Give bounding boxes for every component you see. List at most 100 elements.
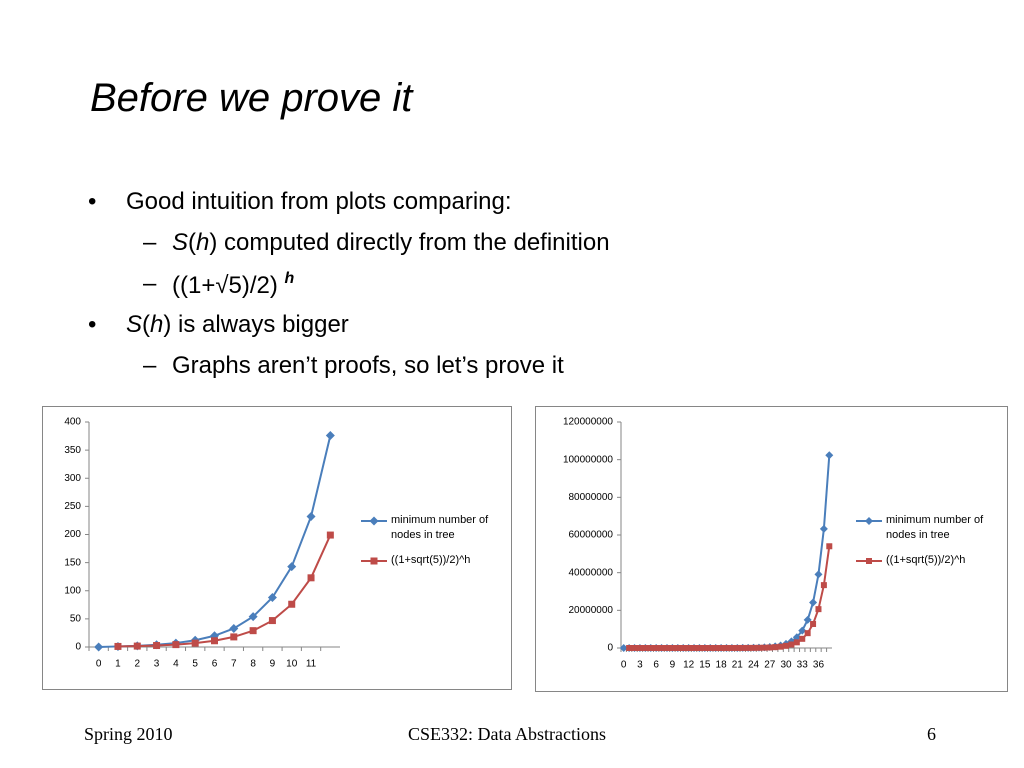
y-tick-label: 150	[64, 557, 81, 568]
y-tick-label: 250	[64, 501, 81, 512]
data-point	[745, 644, 752, 651]
chart: 0 50 100 150 200 250 300 350 400 0 1 2 3 4 5 6 7 8 9 10 11	[64, 417, 387, 670]
x-tick-label: 9	[270, 659, 276, 670]
legend-label: ((1+sqrt(5))/2)^h	[886, 554, 966, 566]
x-tick-label: 15	[699, 660, 711, 671]
data-point	[680, 644, 687, 651]
data-point	[798, 626, 807, 635]
data-point	[619, 644, 628, 652]
legend-marker	[369, 516, 379, 526]
data-point	[325, 431, 335, 440]
sub-bullet: Graphs aren’t proofs, so let’s prove it	[172, 352, 564, 379]
data-point	[755, 644, 762, 651]
x-tick-label: 24	[748, 660, 760, 671]
y-tick-label: 80000000	[569, 492, 614, 503]
data-point	[825, 451, 834, 460]
y-tick-label: 400	[64, 417, 81, 428]
x-tick-label: 33	[797, 660, 809, 671]
bullet: Good intuition from plots comparing:	[126, 188, 512, 215]
data-point	[819, 524, 828, 533]
y-tick-label: 0	[75, 642, 81, 653]
data-point	[712, 644, 719, 651]
footer-left: Spring 2010	[84, 724, 173, 744]
data-point	[793, 639, 800, 646]
dash: –	[143, 270, 157, 297]
text: (	[142, 311, 151, 338]
data-point	[669, 644, 676, 651]
y-tick-label: 60000000	[569, 530, 614, 541]
data-point	[229, 623, 239, 633]
data-point	[810, 620, 817, 627]
data-point	[772, 644, 779, 651]
data-point	[799, 635, 806, 642]
data-point	[653, 645, 660, 651]
bullet-marker: •	[88, 188, 97, 215]
data-point	[230, 633, 238, 641]
data-point	[814, 570, 823, 579]
data-point	[792, 633, 801, 642]
series-line	[98, 435, 332, 648]
x-tick-label: 21	[732, 660, 744, 671]
sub-bullet: ((1+√5)/2) h	[172, 270, 294, 300]
data-point	[191, 639, 199, 647]
data-point	[306, 512, 316, 521]
x-tick-label: 3	[154, 659, 160, 670]
data-point	[788, 641, 795, 648]
sub-bullet: S(h) computed directly from the definiti…	[172, 229, 610, 257]
x-tick-label: 12	[683, 660, 695, 671]
data-point	[750, 644, 757, 651]
data-point	[685, 644, 692, 651]
x-tick-label: 7	[231, 659, 237, 670]
x-tick-label: 0	[96, 659, 102, 670]
x-tick-label: 5	[192, 659, 198, 670]
data-point	[766, 644, 773, 651]
text: ((1+√5)/2)	[172, 272, 278, 299]
data-point	[626, 645, 633, 651]
x-tick-label: 8	[250, 659, 256, 670]
data-point	[307, 574, 315, 582]
x-tick-label: 30	[780, 660, 792, 671]
legend-marker	[370, 557, 378, 565]
data-point	[803, 615, 812, 624]
y-tick-label: 300	[64, 473, 81, 484]
data-point	[701, 644, 708, 651]
data-point	[94, 642, 104, 652]
text: ) is always bigger	[163, 311, 349, 338]
y-tick-label: 100000000	[563, 454, 613, 465]
data-point	[133, 642, 141, 650]
y-tick-label: 0	[607, 643, 613, 654]
data-point	[728, 644, 735, 651]
text: ) computed directly from the definition	[209, 229, 610, 256]
x-tick-label: 3	[637, 660, 643, 671]
series-line	[623, 455, 831, 649]
data-point	[153, 642, 161, 650]
legend-label: minimum number of nodes in tree	[391, 514, 489, 541]
data-point	[248, 612, 258, 622]
data-point	[172, 641, 180, 649]
chart-frame: 0 50 100 150 200 250 300 350 400 0 1 2 3 4 5 6 7 8 9 10 11 mi…	[42, 406, 512, 690]
y-tick-label: 20000000	[569, 605, 614, 616]
x-tick-label: 6	[212, 659, 218, 670]
x-tick-label: 10	[286, 659, 298, 670]
data-point	[761, 644, 768, 651]
bullet-marker: •	[88, 311, 97, 338]
data-point	[663, 644, 670, 651]
x-tick-label: 27	[764, 660, 776, 671]
data-point	[249, 627, 257, 635]
chart-frame: 0 20000000 40000000 60000000 80000000 1000000…	[535, 406, 1008, 692]
data-point	[826, 543, 833, 550]
data-point	[777, 643, 784, 650]
x-tick-label: 9	[670, 660, 676, 671]
data-point	[288, 600, 296, 608]
text: h	[196, 229, 210, 256]
data-point	[631, 645, 638, 651]
legend-marker	[866, 558, 872, 564]
text: (	[188, 229, 197, 256]
text: h	[150, 311, 164, 338]
legend-label: ((1+sqrt(5))/2)^h	[391, 554, 471, 566]
x-tick-label: 36	[813, 660, 825, 671]
x-tick-label: 18	[716, 660, 728, 671]
data-point	[820, 582, 827, 589]
data-point	[326, 531, 334, 539]
dash: –	[143, 229, 157, 256]
